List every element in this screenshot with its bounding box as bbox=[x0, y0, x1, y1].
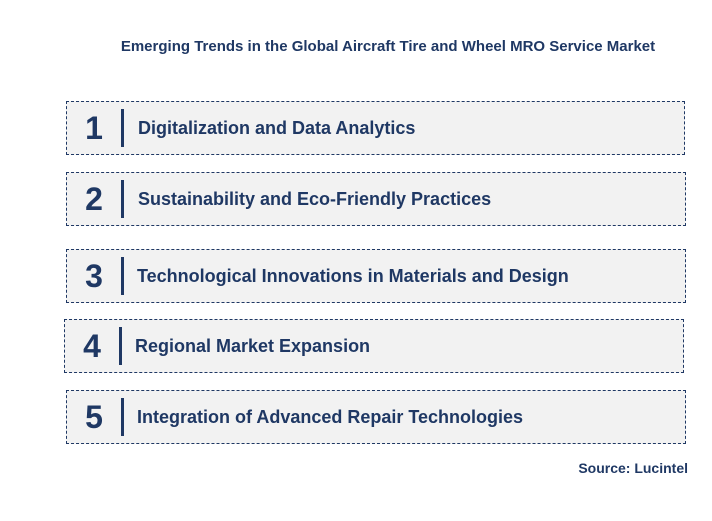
trend-item-1: 1 Digitalization and Data Analytics bbox=[66, 101, 685, 155]
trend-number: 4 bbox=[83, 327, 101, 364]
divider-bar bbox=[121, 257, 124, 295]
trend-label: Integration of Advanced Repair Technolog… bbox=[137, 406, 524, 427]
trend-item-5: 5 Integration of Advanced Repair Technol… bbox=[66, 390, 686, 444]
trend-number: 2 bbox=[85, 180, 103, 217]
trend-label: Technological Innovations in Materials a… bbox=[137, 265, 569, 286]
trend-number: 3 bbox=[85, 257, 103, 294]
source-note: Source: Lucintel bbox=[578, 460, 688, 476]
trend-item-2: 2 Sustainability and Eco-Friendly Practi… bbox=[66, 172, 686, 226]
divider-bar bbox=[121, 109, 124, 147]
trend-label: Regional Market Expansion bbox=[135, 335, 371, 356]
trend-item-3: 3 Technological Innovations in Materials… bbox=[66, 249, 686, 303]
trend-number: 5 bbox=[85, 398, 103, 435]
trend-label: Digitalization and Data Analytics bbox=[138, 117, 416, 138]
trend-label: Sustainability and Eco-Friendly Practice… bbox=[138, 188, 492, 209]
divider-bar bbox=[119, 327, 122, 365]
diagram-title: Emerging Trends in the Global Aircraft T… bbox=[120, 38, 656, 55]
divider-bar bbox=[121, 398, 124, 436]
divider-bar bbox=[121, 180, 124, 218]
trend-item-4: 4 Regional Market Expansion bbox=[64, 319, 684, 373]
trend-number: 1 bbox=[85, 109, 103, 146]
